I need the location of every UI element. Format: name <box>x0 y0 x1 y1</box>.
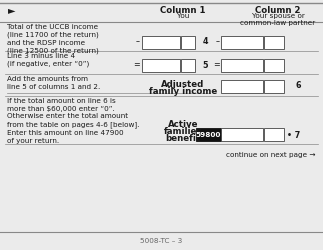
Text: You: You <box>177 13 189 19</box>
Text: Total of the UCCB income
(line 11700 of the return)
and the RDSP income
(line 12: Total of the UCCB income (line 11700 of … <box>7 24 99 54</box>
Text: If the total amount on line 6 is
more than $60,000 enter “0”.
Otherwise enter th: If the total amount on line 6 is more th… <box>7 98 140 144</box>
Bar <box>221 59 263 72</box>
Text: • 7: • 7 <box>287 130 300 140</box>
Bar <box>221 128 263 141</box>
Text: 59800: 59800 <box>195 132 221 138</box>
Bar <box>221 36 263 49</box>
Text: Adjusted: Adjusted <box>162 80 205 89</box>
Bar <box>181 36 195 49</box>
Bar <box>196 128 221 141</box>
Bar <box>264 80 284 93</box>
Text: benefit: benefit <box>165 134 201 143</box>
Bar <box>221 80 263 93</box>
Text: ►: ► <box>8 5 16 15</box>
Text: 5: 5 <box>202 60 208 70</box>
Bar <box>142 59 180 72</box>
Text: families: families <box>164 127 202 136</box>
Text: Column 1: Column 1 <box>160 6 206 15</box>
Text: Your spouse or
common-law partner: Your spouse or common-law partner <box>240 13 316 26</box>
Text: 6: 6 <box>295 82 300 90</box>
Text: –: – <box>216 38 220 46</box>
Bar <box>142 36 180 49</box>
Text: Column 2: Column 2 <box>255 6 301 15</box>
Bar <box>264 36 284 49</box>
Text: 5008-TC – 3: 5008-TC – 3 <box>140 238 182 244</box>
Bar <box>264 59 284 72</box>
Text: Line 3 minus line 4
(if negative, enter “0”): Line 3 minus line 4 (if negative, enter … <box>7 53 89 67</box>
Text: –: – <box>136 38 140 46</box>
Text: =: = <box>213 60 220 70</box>
Text: Active: Active <box>168 120 198 129</box>
Text: continue on next page →: continue on next page → <box>225 152 315 158</box>
Text: =: = <box>133 60 140 70</box>
Text: 4: 4 <box>202 38 208 46</box>
Bar <box>264 128 284 141</box>
Text: family income: family income <box>149 87 217 96</box>
Bar <box>181 59 195 72</box>
Text: Add the amounts from
line 5 of columns 1 and 2.: Add the amounts from line 5 of columns 1… <box>7 76 100 90</box>
